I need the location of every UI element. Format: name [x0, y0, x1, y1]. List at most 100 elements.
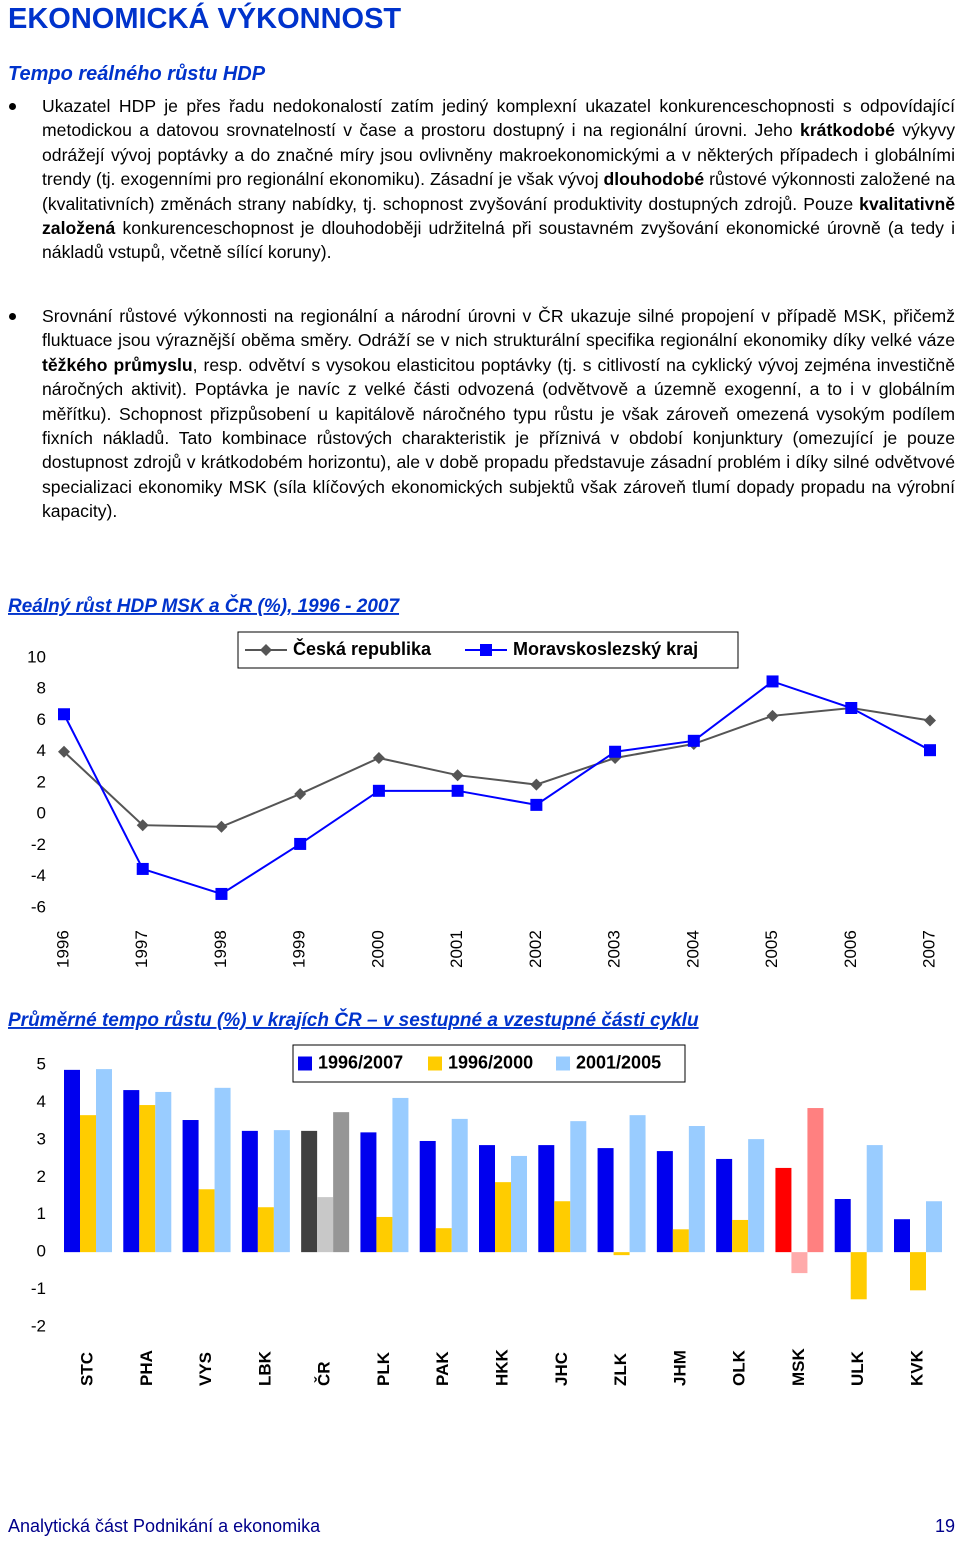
- bar: [435, 1228, 452, 1253]
- marker: [845, 702, 858, 714]
- y-tick-label: 4: [37, 1092, 46, 1111]
- line: [63, 706, 931, 828]
- bar: [672, 1229, 689, 1253]
- bar: [688, 1126, 705, 1253]
- bar: [96, 1069, 112, 1253]
- bar: [629, 1115, 646, 1253]
- y-tick-label: 2: [37, 772, 46, 791]
- marker: [766, 709, 779, 722]
- bar: [732, 1219, 749, 1253]
- text-run: Ukazatel HDP je přes řadu nedokonalostí …: [42, 96, 955, 141]
- y-tick-label: 2: [37, 1167, 46, 1186]
- bar: [333, 1112, 350, 1253]
- marker: [530, 778, 543, 791]
- x-tick-label: 2001: [447, 930, 466, 968]
- x-tick-label: 2004: [683, 930, 702, 968]
- text-run: kvalitativně založená: [42, 193, 955, 239]
- bar: [894, 1219, 910, 1253]
- bar: [376, 1216, 393, 1253]
- marker: [215, 820, 228, 833]
- x-tick-label: ULK: [848, 1350, 867, 1386]
- text-run: konkurenceschopnost je dlouhodoběji udrž…: [42, 218, 955, 263]
- bar: [807, 1108, 824, 1253]
- bar: [910, 1252, 926, 1291]
- marker: [480, 644, 492, 656]
- bar: [554, 1201, 571, 1253]
- marker: [136, 819, 149, 832]
- bar: [511, 1155, 527, 1253]
- bar: [273, 1130, 290, 1253]
- marker: [766, 675, 779, 688]
- bar: [791, 1252, 808, 1274]
- x-tick-label: 1997: [132, 930, 151, 968]
- y-tick-label: -6: [31, 897, 46, 916]
- bar: [139, 1105, 156, 1253]
- bar: [716, 1158, 733, 1253]
- bar: [317, 1197, 334, 1253]
- marker: [451, 769, 464, 782]
- marker: [294, 837, 307, 850]
- x-tick-label: 2002: [526, 930, 545, 968]
- marker: [58, 745, 70, 758]
- bar: [570, 1121, 587, 1253]
- marker: [924, 744, 936, 757]
- bar: [926, 1201, 942, 1253]
- x-tick-label: JHM: [670, 1350, 689, 1386]
- x-tick-label: 1999: [290, 930, 309, 968]
- y-tick-label: 5: [37, 1054, 46, 1073]
- y-tick-label: 10: [27, 647, 46, 666]
- bar: [775, 1167, 792, 1253]
- marker: [451, 784, 464, 797]
- bar: [301, 1130, 318, 1253]
- marker: [687, 734, 700, 747]
- x-tick-label: 2000: [368, 930, 387, 968]
- x-tick-label: 2003: [605, 930, 624, 968]
- legend-swatch: [556, 1056, 570, 1071]
- bar: [866, 1145, 883, 1253]
- x-tick-label: PLK: [374, 1351, 393, 1386]
- x-tick-label: MSK: [789, 1348, 808, 1387]
- legend-swatch: [298, 1056, 312, 1071]
- line: [63, 680, 931, 896]
- x-tick-label: ZLK: [611, 1352, 630, 1386]
- bar: [182, 1120, 199, 1253]
- x-tick-label: KVK: [907, 1349, 926, 1386]
- text-run: Srovnání růstové výkonnosti na regionáln…: [42, 306, 955, 351]
- bar: [241, 1130, 258, 1253]
- x-tick-label: ČR: [315, 1361, 334, 1386]
- bar: [123, 1090, 140, 1253]
- legend-label: Moravskoslezský kraj: [513, 639, 698, 659]
- y-tick-label: -2: [31, 835, 46, 854]
- x-tick-label: PHA: [137, 1350, 156, 1386]
- legend-label: 2001/2005: [576, 1052, 661, 1072]
- marker: [58, 708, 70, 721]
- x-tick-label: PAK: [433, 1351, 452, 1386]
- x-tick-label: 2005: [762, 930, 781, 968]
- marker: [372, 752, 385, 764]
- marker: [215, 887, 228, 900]
- bar: [850, 1252, 867, 1300]
- x-tick-label: VYS: [196, 1352, 215, 1386]
- y-tick-label: -4: [31, 866, 46, 885]
- bar: [451, 1118, 468, 1253]
- y-tick-label: 6: [37, 710, 46, 729]
- text-run: těžkého průmyslu: [42, 354, 193, 375]
- chart-title: Průměrné tempo růstu (%) v krajích ČR – …: [8, 1009, 699, 1031]
- text-run: růstové výkonnosti založené na (kvalitat…: [42, 169, 955, 214]
- bar: [392, 1097, 409, 1253]
- x-tick-label: LBK: [255, 1350, 274, 1386]
- legend-box: [292, 1044, 686, 1083]
- footer-left: Analytická část Podnikání a ekonomika: [8, 1516, 321, 1536]
- y-tick-label: 8: [37, 679, 46, 698]
- legend-label: 1996/2000: [448, 1052, 533, 1072]
- marker: [924, 714, 936, 727]
- text-run: dlouhodobé: [603, 169, 705, 190]
- bar: [80, 1115, 96, 1253]
- x-tick-label: OLK: [730, 1349, 749, 1386]
- bar: [538, 1145, 555, 1253]
- legend-label: Česká republika: [293, 638, 432, 659]
- bar: [64, 1069, 80, 1253]
- bar: [257, 1207, 274, 1253]
- x-tick-label: JHC: [552, 1352, 571, 1386]
